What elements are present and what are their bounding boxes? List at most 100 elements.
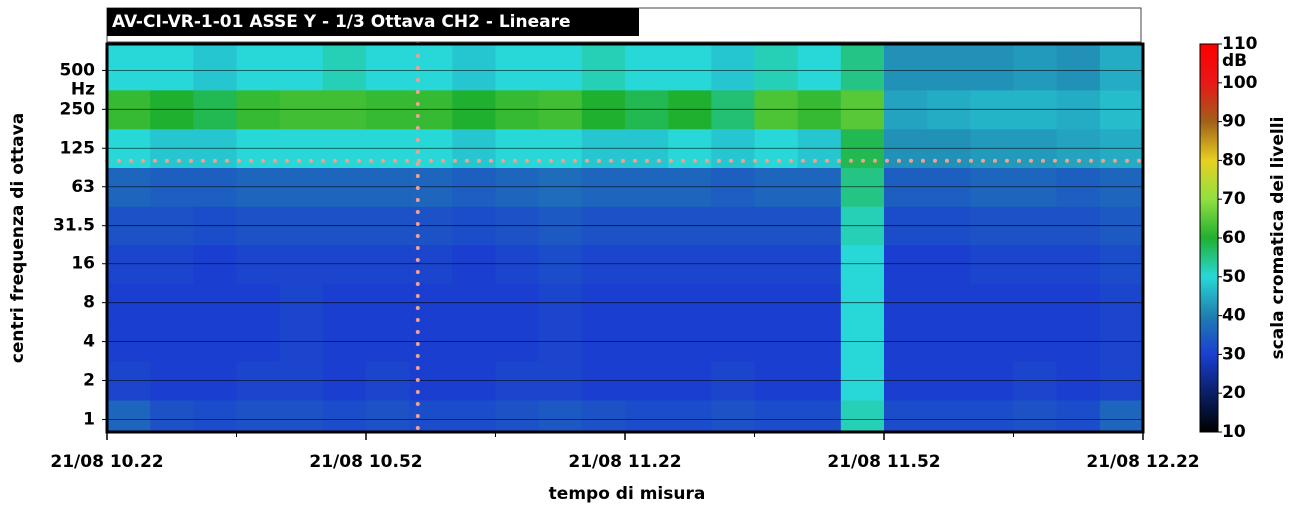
heat-cell [107, 244, 151, 284]
heat-cell [279, 244, 324, 284]
heat-cell [409, 399, 453, 433]
heat-cell [625, 244, 669, 284]
heat-cell [927, 399, 971, 433]
heat-cell [452, 244, 496, 284]
x-tick-label: 21/08 11.52 [827, 452, 940, 472]
heat-cell [236, 399, 281, 433]
heat-cell [711, 244, 755, 284]
y-tick-label: 31.5 [53, 216, 95, 236]
heat-cell [625, 44, 669, 91]
colorbar-tick-label: 30 [1222, 344, 1246, 364]
heat-cell [625, 399, 669, 433]
heat-cell [884, 399, 928, 433]
heat-cell [884, 44, 928, 91]
heat-cell [322, 399, 367, 433]
colorbar-tick-label: 100 [1222, 73, 1258, 93]
heat-cell [538, 44, 583, 91]
heat-cell [711, 399, 755, 433]
heat-cell [279, 44, 324, 91]
heat-cell [970, 244, 1014, 284]
heat-cell [711, 44, 755, 91]
heat-cell [236, 244, 281, 284]
heat-cell [495, 244, 540, 284]
heat-cell [970, 44, 1014, 91]
heat-cell [668, 244, 712, 284]
heat-cell [322, 244, 367, 284]
heat-cell [150, 44, 194, 91]
heat-cell [322, 44, 367, 91]
x-tick-label: 21/08 12.22 [1086, 452, 1199, 472]
heat-cell [538, 244, 583, 284]
heat-cell [970, 399, 1014, 433]
heat-cell [1013, 244, 1058, 284]
heat-cell [668, 399, 712, 433]
colorbar-tick-label: 110 [1222, 34, 1258, 54]
heat-cell [754, 399, 799, 433]
heat-cell [1013, 399, 1058, 433]
colorbar-tick-label: 20 [1222, 383, 1246, 403]
colorbar-tick-label: 50 [1222, 267, 1246, 287]
colorbar-tick-label: 90 [1222, 112, 1246, 132]
heat-cell [193, 399, 237, 433]
y-tick-label: 2 [83, 371, 95, 391]
x-axis-label: tempo di misura [549, 484, 706, 504]
heat-cell [409, 244, 453, 284]
y-tick-label: 4 [83, 332, 95, 352]
heat-cell [754, 44, 799, 91]
heat-cell [581, 244, 626, 284]
y-tick-label: 250 [60, 99, 96, 119]
colorbar-tick-label: 70 [1222, 189, 1246, 209]
heat-cell [840, 244, 885, 284]
heat-cell [797, 399, 842, 433]
y-axis-label: centri frequenza di ottava [8, 113, 28, 363]
y-tick-label: 125 [60, 138, 96, 158]
y-tick-label: 63 [71, 177, 95, 197]
heat-cell [150, 399, 194, 433]
heat-cell [1056, 244, 1101, 284]
x-tick-label: 21/08 11.22 [568, 452, 681, 472]
heat-cell [452, 399, 496, 433]
heat-cell [366, 44, 410, 91]
heat-cell [495, 399, 540, 433]
heat-cell [668, 44, 712, 91]
heat-cell [150, 244, 194, 284]
colorbar-label: scala cromatica dei livelli [1268, 117, 1288, 360]
heat-cell [927, 44, 971, 91]
heat-cell [797, 44, 842, 91]
title-box [107, 8, 639, 36]
x-tick-label: 21/08 10.22 [50, 452, 163, 472]
y-tick-label: 500 [60, 60, 96, 80]
heat-cell [581, 44, 626, 91]
heat-cell [754, 244, 799, 284]
heat-cell [107, 399, 151, 433]
heat-cell [193, 244, 237, 284]
heat-cell [1056, 399, 1101, 433]
heat-cell [840, 399, 885, 433]
colorbar-tick-label: 40 [1222, 306, 1246, 326]
heat-cell [107, 44, 151, 91]
heat-cell [1056, 44, 1101, 91]
heat-cell [797, 244, 842, 284]
colorbar [1199, 43, 1219, 433]
chart-title: AV-CI-VR-1-01 ASSE Y - 1/3 Ottava CH2 - … [112, 12, 571, 32]
heat-cell [279, 399, 324, 433]
heat-cell [1099, 399, 1144, 433]
heat-cell [1099, 44, 1144, 91]
heat-cell [366, 399, 410, 433]
heat-cell [409, 44, 453, 91]
colorbar-tick-label: 80 [1222, 150, 1246, 170]
heat-cell [236, 44, 281, 91]
heat-cell [452, 44, 496, 91]
colorbar-tick-label: 60 [1222, 228, 1246, 248]
heat-cell [927, 244, 971, 284]
heat-cell [884, 244, 928, 284]
y-unit: Hz [71, 79, 95, 99]
heat-cell [1013, 44, 1058, 91]
heat-cell [366, 244, 410, 284]
x-tick-label: 21/08 10.52 [309, 452, 422, 472]
heat-cell [193, 44, 237, 91]
heat-cell [538, 399, 583, 433]
y-tick-label: 8 [83, 293, 95, 313]
heat-cell [581, 399, 626, 433]
